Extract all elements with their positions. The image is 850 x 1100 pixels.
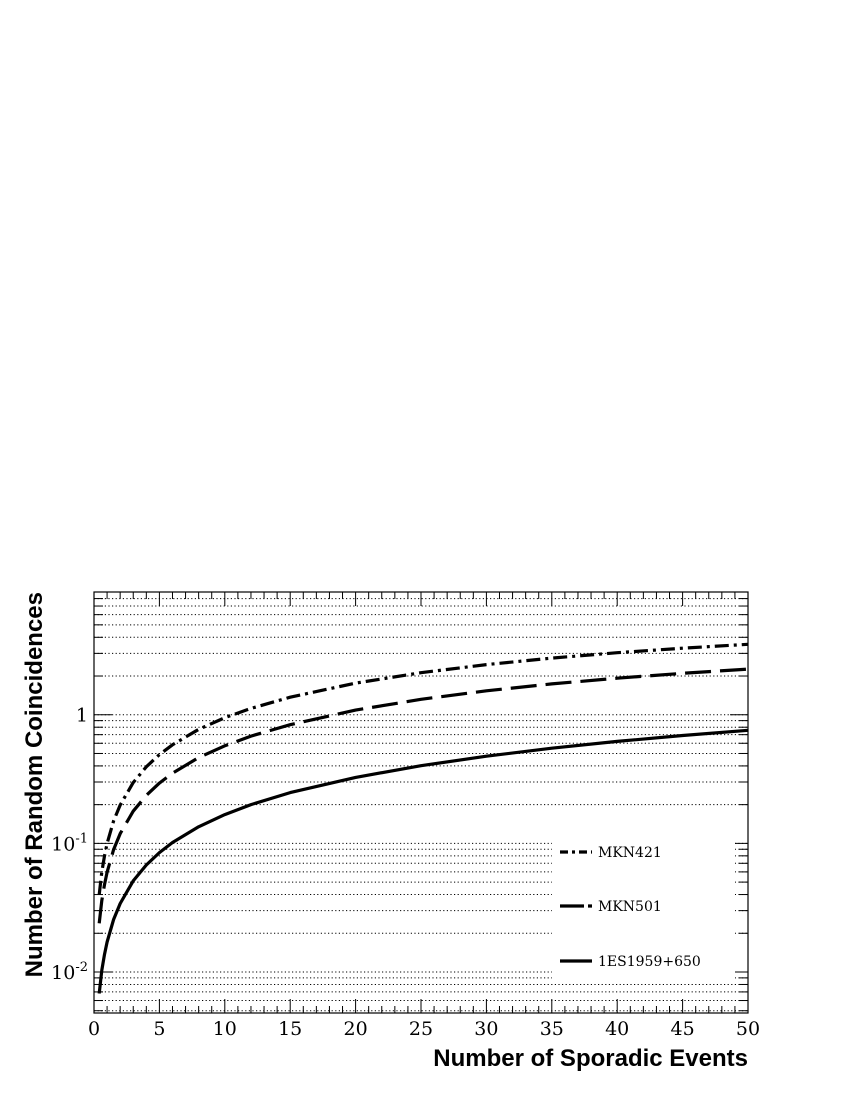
y-axis-title: Number of Random Coincidences <box>21 592 48 977</box>
x-axis-title: Number of Sporadic Events <box>433 1045 748 1072</box>
x-tick-label: 30 <box>474 1018 498 1040</box>
series-layer <box>97 642 749 994</box>
x-tick-label: 40 <box>605 1018 629 1040</box>
x-tick-label: 20 <box>344 1018 368 1040</box>
x-tick-label: 15 <box>278 1018 302 1040</box>
x-tick-label: 50 <box>736 1018 760 1040</box>
x-tick-label: 35 <box>540 1018 564 1040</box>
legend-label: 1ES1959+650 <box>598 954 701 970</box>
legend-items: MKN421 MKN501 1ES1959+650 <box>560 845 701 970</box>
series-line-2 <box>97 667 749 924</box>
axis-ticks <box>93 591 749 1013</box>
x-tick-label: 5 <box>153 1018 165 1040</box>
legend: MKN421 MKN501 1ES1959+650 <box>552 836 735 981</box>
legend-label: MKN501 <box>598 899 662 915</box>
legend-label: MKN421 <box>598 845 662 861</box>
legend-box <box>552 836 735 981</box>
y-tick-label: 10-1 <box>51 831 88 855</box>
series-line-1 <box>97 642 749 895</box>
y-tick-label: 1 <box>76 705 88 727</box>
y-tick-label: 10-2 <box>51 960 88 984</box>
grid <box>94 591 748 1012</box>
series-line-3 <box>97 728 749 994</box>
x-tick-label: 25 <box>409 1018 433 1040</box>
tick-labels: 0 5 10 15 20 25 30 35 40 45 50 10-2 10-1 1 <box>51 705 760 1040</box>
x-tick-label: 0 <box>88 1018 100 1040</box>
x-tick-label: 45 <box>671 1018 695 1040</box>
x-tick-label: 10 <box>213 1018 237 1040</box>
